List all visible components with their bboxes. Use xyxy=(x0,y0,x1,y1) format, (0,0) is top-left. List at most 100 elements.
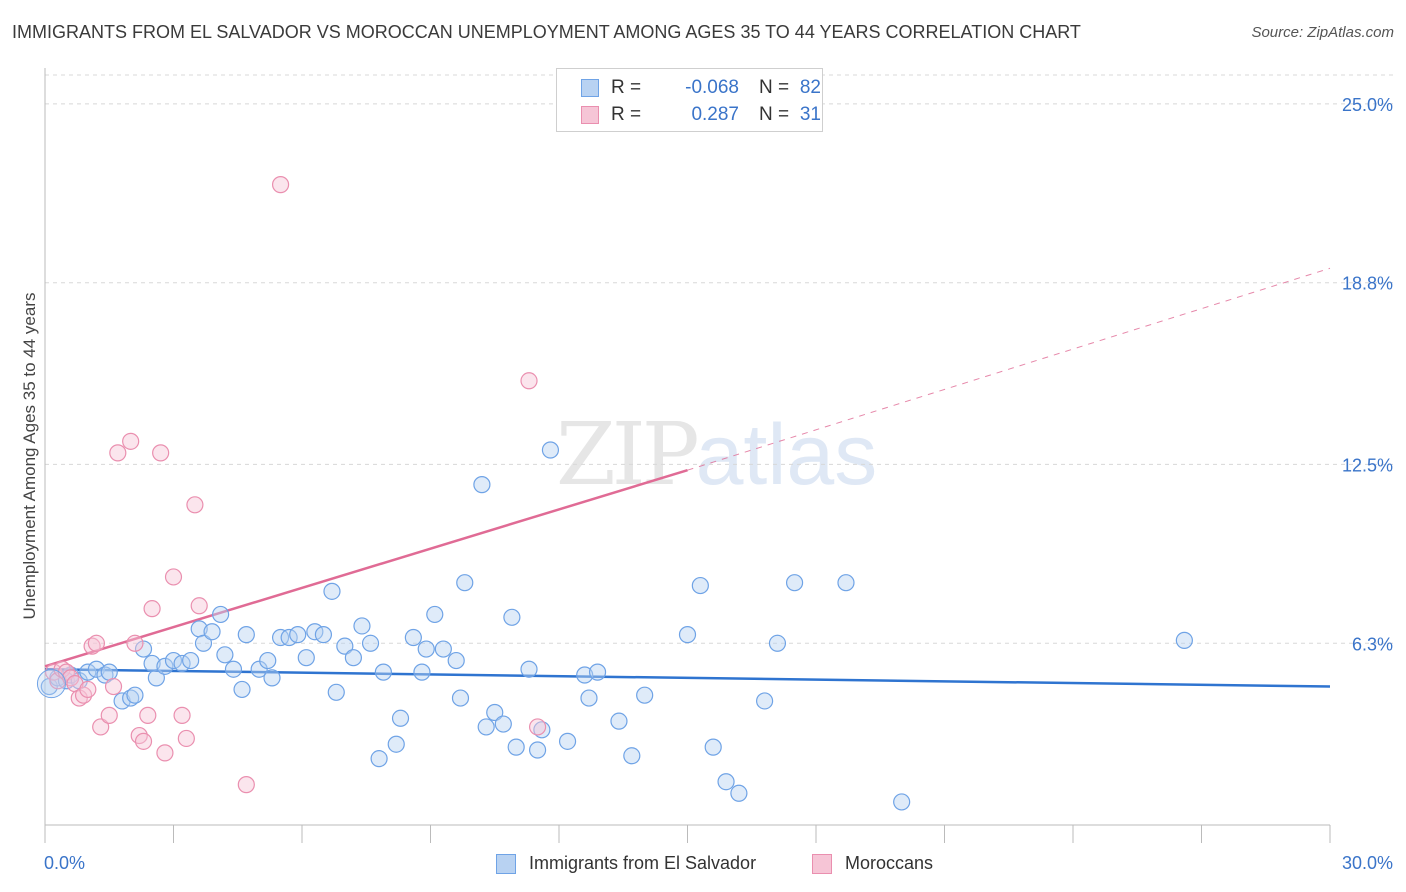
grid-lines xyxy=(45,74,1395,644)
el-salvador-point xyxy=(507,738,525,756)
el-salvador-point xyxy=(558,732,577,750)
moroccan-point xyxy=(134,732,153,750)
el-salvador-point xyxy=(528,741,547,759)
el-salvador-point xyxy=(374,663,392,681)
y-tick-label: 25.0% xyxy=(1342,95,1393,115)
el-salvador-point xyxy=(768,634,787,652)
el-salvador-point xyxy=(259,651,277,670)
trend-lines xyxy=(44,267,1331,688)
pink-swatch-icon xyxy=(581,106,599,124)
el-salvador-point xyxy=(233,680,251,699)
el-salvador-point xyxy=(893,793,911,811)
el-salvador-point xyxy=(588,663,607,681)
el-salvador-point xyxy=(623,747,641,765)
el-salvador-point xyxy=(237,626,255,644)
moroccan-point xyxy=(190,597,208,615)
el-salvador-point xyxy=(426,605,444,624)
y-tick-label: 6.3% xyxy=(1352,634,1393,654)
n-label: N = xyxy=(759,104,790,125)
el-salvador-point xyxy=(216,646,234,664)
el-salvador-point xyxy=(126,686,144,704)
el-salvador-point xyxy=(147,669,165,687)
el-salvador-point xyxy=(576,666,594,684)
el-salvador-point xyxy=(370,750,388,768)
y-axis-label: Unemployment Among Ages 35 to 44 years xyxy=(20,292,39,620)
el-salvador-point xyxy=(451,689,470,707)
axes xyxy=(44,68,1331,843)
el-salvador-point xyxy=(289,626,307,644)
el-salvador-trend-line xyxy=(44,667,1331,688)
moroccan-point xyxy=(237,776,255,794)
moroccan-trend-extension xyxy=(687,267,1331,471)
el-salvador-point xyxy=(691,576,709,595)
watermark-atlas: atlas xyxy=(695,407,878,503)
moroccan-point xyxy=(173,706,191,724)
el-salvador-point xyxy=(785,574,804,592)
el-salvador-point xyxy=(837,574,855,592)
pink-swatch-icon xyxy=(812,854,832,874)
moroccan-point xyxy=(87,634,106,652)
el-salvador-point xyxy=(327,683,345,701)
el-salvador-point xyxy=(194,634,213,652)
moroccan-point xyxy=(520,372,538,390)
el-salvador-point xyxy=(353,617,371,635)
el-salvador-point xyxy=(704,738,722,756)
el-salvador-point xyxy=(434,640,452,658)
el-salvador-point xyxy=(755,692,774,710)
moroccan-point xyxy=(126,634,144,652)
legend-label: Immigrants from El Salvador xyxy=(529,853,757,873)
el-salvador-point xyxy=(391,709,410,727)
moroccan-point xyxy=(143,600,161,618)
el-salvador-point xyxy=(417,640,435,658)
el-salvador-point xyxy=(494,715,512,733)
n-value: 31 xyxy=(799,104,821,125)
source-label: Source: ZipAtlas.com xyxy=(1251,24,1394,41)
el-salvador-point xyxy=(413,663,431,681)
el-salvador-point xyxy=(344,649,362,667)
moroccan-point xyxy=(156,744,174,762)
el-salvador-point xyxy=(387,735,405,753)
el-salvador-point xyxy=(447,651,465,670)
el-salvador-point xyxy=(156,657,174,675)
y-tick-label: 18.8% xyxy=(1342,274,1393,294)
stats-legend: R = -0.068 N = 82 R = 0.287 N = 31 xyxy=(556,68,823,132)
moroccan-trend-line xyxy=(44,468,688,668)
blue-swatch-icon xyxy=(496,854,516,874)
el-salvador-point xyxy=(36,669,66,699)
el-salvador-point xyxy=(541,441,560,459)
el-salvador-point xyxy=(610,712,628,730)
moroccan-point xyxy=(109,444,127,462)
el-salvador-point xyxy=(473,476,491,494)
el-salvador-point xyxy=(678,626,697,644)
r-label: R = xyxy=(611,104,642,125)
r-value: -0.068 xyxy=(685,77,739,98)
el-salvador-point xyxy=(297,649,315,667)
el-salvador-point xyxy=(456,574,474,592)
el-salvador-point xyxy=(323,582,341,600)
el-salvador-point xyxy=(100,663,118,681)
el-salvador-point xyxy=(212,605,230,624)
el-salvador-point xyxy=(520,660,538,678)
r-value: 0.287 xyxy=(691,104,739,125)
moroccan-point xyxy=(177,729,195,748)
el-salvador-point xyxy=(717,773,735,791)
data-points xyxy=(36,176,1193,811)
el-salvador-point xyxy=(224,660,243,678)
chart-title: IMMIGRANTS FROM EL SALVADOR VS MOROCCAN … xyxy=(12,22,1081,42)
moroccan-point xyxy=(528,718,547,736)
el-salvador-point xyxy=(336,637,354,655)
el-salvador-point xyxy=(203,623,221,641)
legend-label: Moroccans xyxy=(845,853,934,873)
moroccan-point xyxy=(104,677,123,696)
moroccan-point xyxy=(186,496,204,514)
moroccan-point xyxy=(152,444,170,462)
moroccan-point xyxy=(122,432,140,450)
el-salvador-point xyxy=(477,718,495,736)
el-salvador-point xyxy=(580,689,598,707)
el-salvador-point xyxy=(314,626,333,644)
blue-swatch-icon xyxy=(581,79,599,97)
n-label: N = xyxy=(759,77,790,98)
el-salvador-point xyxy=(361,634,380,652)
x-tick-label: 0.0% xyxy=(44,853,85,873)
